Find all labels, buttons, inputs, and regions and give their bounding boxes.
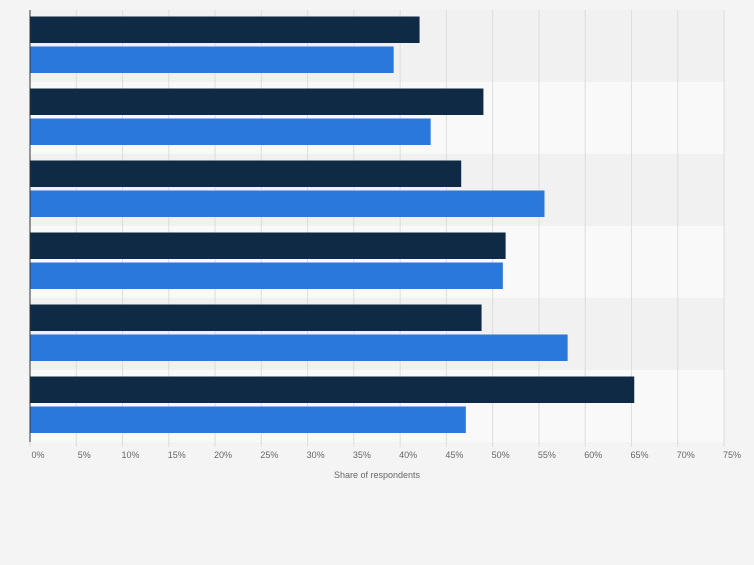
x-tick-label: 65% bbox=[630, 450, 648, 460]
x-tick-label: 25% bbox=[260, 450, 278, 460]
x-tick-label: 35% bbox=[353, 450, 371, 460]
bar-series-1 bbox=[30, 232, 506, 259]
x-tick-label: 10% bbox=[122, 450, 140, 460]
x-tick-label: 75% bbox=[723, 450, 741, 460]
bar-series-1 bbox=[30, 376, 635, 403]
x-tick-label: 15% bbox=[168, 450, 186, 460]
x-tick-label: 20% bbox=[214, 450, 232, 460]
x-tick-label: 40% bbox=[399, 450, 417, 460]
x-tick-label: 30% bbox=[307, 450, 325, 460]
bar-series-2 bbox=[30, 46, 394, 73]
bar-series-1 bbox=[30, 304, 482, 331]
x-tick-label: 55% bbox=[538, 450, 556, 460]
x-tick-label: 70% bbox=[677, 450, 695, 460]
bar-series-1 bbox=[30, 16, 420, 43]
x-tick-label: 50% bbox=[492, 450, 510, 460]
bar-series-1 bbox=[30, 160, 462, 187]
bar-series-2 bbox=[30, 118, 431, 145]
bar-series-2 bbox=[30, 334, 568, 361]
x-tick-label: 5% bbox=[78, 450, 91, 460]
x-tick-label: 45% bbox=[445, 450, 463, 460]
x-axis-ticks: 0% 5% 10% 15% 20% 25% 30% 35% 40% 45% 50% 55% 60% 65%… bbox=[29, 442, 741, 460]
x-tick-label: 0% bbox=[31, 450, 44, 460]
bars bbox=[30, 16, 635, 433]
gridlines bbox=[75, 10, 725, 442]
bar-series-2 bbox=[30, 406, 466, 433]
bar-series-2 bbox=[30, 190, 545, 217]
bar-series-2 bbox=[30, 262, 503, 289]
x-axis-label: Share of respondents bbox=[334, 470, 421, 480]
bar-series-1 bbox=[30, 88, 484, 115]
x-tick-label: 60% bbox=[584, 450, 602, 460]
